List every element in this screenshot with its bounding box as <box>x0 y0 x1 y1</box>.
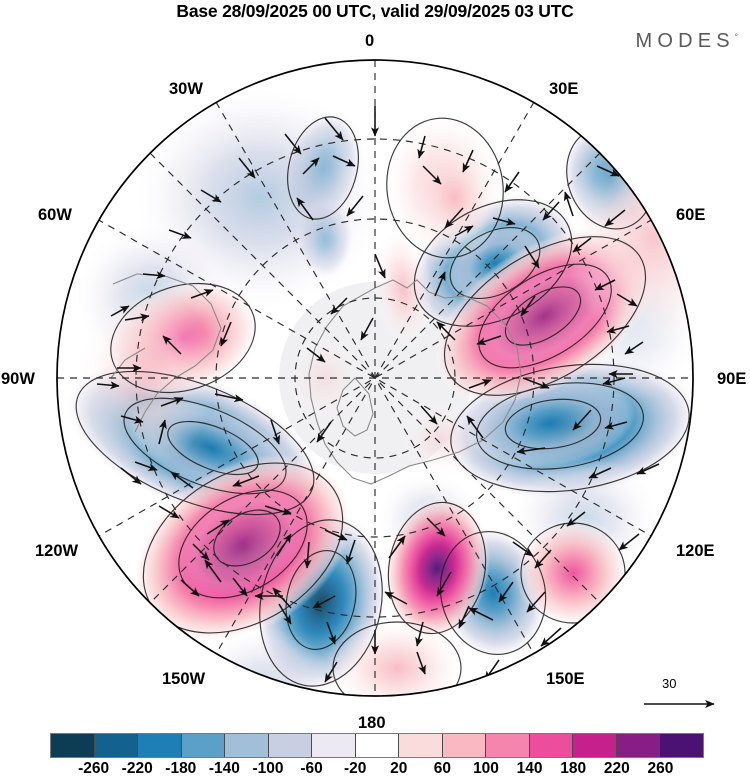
reference-vector-label: 30 <box>662 676 677 691</box>
colorbar-tick-7: 20 <box>390 760 408 777</box>
page-title: Base 28/09/2025 00 UTC, valid 29/09/2025… <box>176 1 574 21</box>
colorbar-segment-13 <box>616 734 661 757</box>
logo-text: MODES <box>635 30 735 52</box>
reference-vector: 30 <box>640 676 730 718</box>
colorbar-tick-6: -20 <box>343 760 367 777</box>
colorbar-segment-5 <box>268 734 313 757</box>
colorbar-tick-4: -100 <box>252 760 284 777</box>
lon-label-150W: 150W <box>162 670 206 688</box>
colorbar-tick-12: 220 <box>603 760 630 777</box>
colorbar-tick-11: 180 <box>560 760 587 777</box>
map-boundary <box>56 59 694 697</box>
colorbar-tick-0: -260 <box>78 760 110 777</box>
colorbar-tick-3: -140 <box>208 760 240 777</box>
colorbar-segment-8 <box>399 734 443 757</box>
lon-label-120W: 120W <box>35 542 79 560</box>
colorbar-segment-12 <box>573 734 617 757</box>
colorbar-tick-2: -180 <box>165 760 197 777</box>
reference-vector-arrow <box>644 699 715 709</box>
colorbar-tick-8: 60 <box>433 760 452 777</box>
colorbar-segment-10 <box>486 734 530 757</box>
modes-logo: MODES° <box>635 30 738 53</box>
colorbar-segment-3 <box>181 734 226 757</box>
lon-label-90E: 90E <box>717 370 747 388</box>
colorbar-tick-9: 100 <box>473 760 499 777</box>
lon-label-30E: 30E <box>549 80 579 98</box>
colorbar-tick-labels: -260 -220 -180 -140 -100 -60 -20 20 60 100 140 180 2… <box>50 760 704 782</box>
colorbar-segment-4 <box>225 734 269 757</box>
lon-label-180: 180 <box>358 714 386 732</box>
colorbar-segment-14 <box>660 734 703 757</box>
colorbar-segment-1 <box>94 734 139 757</box>
lon-label-150E: 150E <box>546 670 585 688</box>
colorbar-tick-5: -60 <box>300 760 323 777</box>
lon-label-120E: 120E <box>676 542 715 560</box>
colorbar-tick-13: 260 <box>647 760 674 777</box>
colorbar-segment-2 <box>138 734 182 757</box>
colorbar-tick-1: -220 <box>121 760 153 777</box>
colorbar-swatches <box>50 733 704 758</box>
lon-label-60W: 60W <box>38 206 72 224</box>
polar-map: 0 30E 60E 90E 120E 150E 180 150W 120W 90… <box>1 32 746 732</box>
colorbar: -260 -220 -180 -140 -100 -60 -20 20 60 100 140 180 2… <box>50 733 704 783</box>
colorbar-tick-10: 140 <box>516 760 543 777</box>
lon-label-60E: 60E <box>676 206 706 224</box>
polar-stereographic-plot <box>56 59 694 697</box>
colorbar-segment-9 <box>442 734 487 757</box>
colorbar-segment-0 <box>51 734 95 757</box>
colorbar-segment-11 <box>529 734 574 757</box>
wind-vectors <box>96 106 660 683</box>
anomaly-shading <box>57 60 693 696</box>
colorbar-segment-7 <box>355 734 400 757</box>
logo-degree-mark: ° <box>734 32 738 42</box>
lon-label-90W: 90W <box>1 370 35 388</box>
contour-lines <box>75 116 690 696</box>
lon-label-0: 0 <box>365 32 375 50</box>
lon-label-30W: 30W <box>169 80 203 98</box>
colorbar-segment-6 <box>312 734 356 757</box>
